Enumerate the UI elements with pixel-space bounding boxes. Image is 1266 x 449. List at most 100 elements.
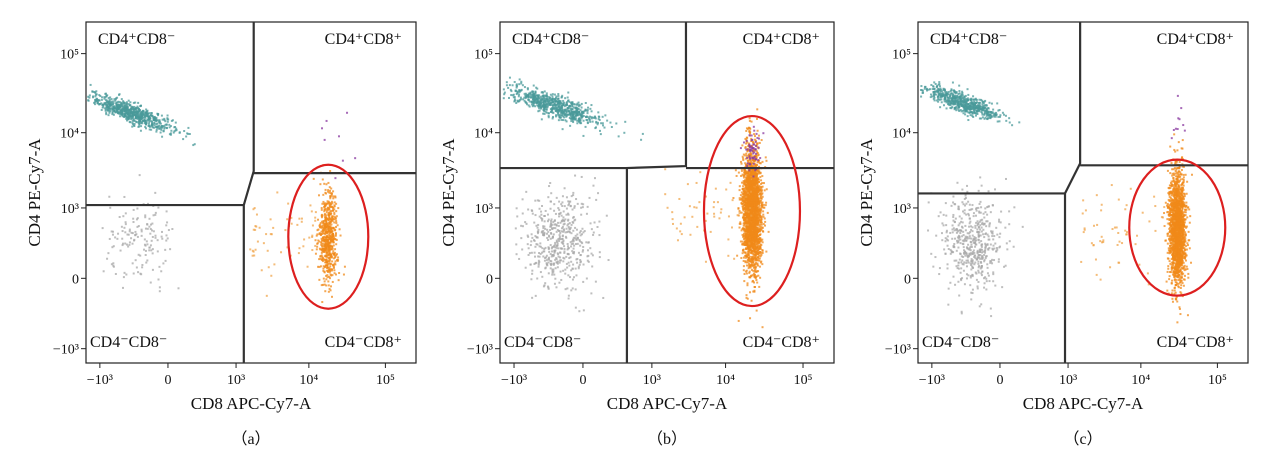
- data-point: [513, 80, 516, 83]
- data-point: [511, 84, 514, 87]
- data-point: [326, 200, 329, 203]
- data-point: [118, 215, 121, 218]
- data-point: [761, 205, 764, 208]
- data-point: [564, 268, 567, 271]
- data-point: [161, 118, 164, 121]
- data-point: [543, 225, 546, 228]
- data-point: [745, 204, 748, 207]
- data-point: [742, 209, 745, 212]
- data-point: [507, 86, 510, 89]
- data-point: [335, 253, 338, 256]
- data-point: [533, 221, 536, 224]
- data-point: [746, 230, 749, 233]
- data-point: [541, 95, 544, 98]
- data-point: [538, 94, 541, 97]
- data-point: [537, 230, 540, 233]
- data-points: [87, 83, 357, 304]
- data-point: [742, 187, 745, 190]
- data-point: [333, 272, 336, 275]
- data-point: [575, 198, 578, 201]
- data-point: [114, 111, 117, 114]
- data-point: [133, 105, 136, 108]
- data-point: [540, 118, 543, 121]
- data-point: [750, 155, 753, 158]
- data-point: [153, 126, 156, 129]
- data-point: [557, 247, 560, 250]
- data-point: [566, 245, 569, 248]
- data-point: [741, 173, 744, 176]
- data-point: [544, 94, 547, 97]
- data-point: [745, 269, 748, 272]
- data-point: [565, 120, 568, 123]
- data-point: [732, 197, 735, 200]
- data-point: [320, 254, 323, 257]
- data-point: [145, 240, 148, 243]
- data-point: [322, 237, 325, 240]
- data-point: [551, 117, 554, 120]
- data-point: [759, 255, 762, 258]
- data-point: [343, 265, 346, 268]
- data-point: [543, 90, 546, 93]
- data-point: [505, 81, 508, 84]
- data-point: [597, 111, 600, 114]
- data-point: [594, 280, 597, 283]
- data-point: [135, 106, 138, 109]
- data-point: [755, 278, 758, 281]
- data-point: [152, 214, 155, 217]
- data-point: [748, 238, 751, 241]
- data-point: [561, 225, 564, 228]
- data-point: [524, 92, 527, 95]
- data-point: [590, 117, 593, 120]
- data-point: [555, 261, 558, 264]
- data-point: [322, 244, 325, 247]
- data-point: [546, 228, 549, 231]
- data-point: [740, 229, 743, 232]
- data-point: [757, 259, 760, 262]
- data-point: [553, 99, 556, 102]
- data-point: [558, 261, 561, 264]
- data-point: [311, 234, 314, 237]
- data-point: [563, 250, 566, 253]
- data-point: [551, 97, 554, 100]
- data-point: [754, 135, 757, 138]
- data-point: [543, 232, 546, 235]
- data-point: [597, 192, 600, 195]
- data-point: [337, 279, 340, 282]
- data-point: [573, 113, 576, 116]
- data-point: [175, 127, 178, 130]
- data-point: [539, 99, 542, 102]
- data-point: [130, 118, 133, 121]
- data-point: [134, 259, 137, 262]
- data-point: [565, 236, 568, 239]
- data-point: [550, 232, 553, 235]
- data-point: [298, 217, 301, 220]
- data-point: [542, 227, 545, 230]
- data-point: [745, 217, 748, 220]
- data-point: [571, 287, 574, 290]
- data-point: [563, 187, 566, 190]
- data-point: [557, 93, 560, 96]
- data-point: [120, 113, 123, 116]
- data-point: [555, 115, 558, 118]
- data-point: [128, 243, 131, 246]
- data-point: [328, 223, 331, 226]
- data-point: [144, 120, 147, 123]
- data-point: [549, 103, 552, 106]
- data-point: [156, 250, 159, 253]
- data-point: [144, 125, 147, 128]
- data-point: [330, 218, 333, 221]
- data-point: [741, 144, 744, 147]
- data-point: [572, 121, 575, 124]
- data-point: [125, 273, 128, 276]
- data-point: [135, 109, 138, 112]
- data-point: [325, 238, 328, 241]
- data-point: [744, 207, 747, 210]
- data-point: [328, 229, 331, 232]
- data-point: [327, 181, 330, 184]
- data-point: [546, 98, 549, 101]
- data-point: [131, 125, 134, 128]
- data-point: [547, 230, 550, 233]
- data-point: [253, 207, 256, 210]
- data-point: [169, 133, 172, 136]
- data-point: [748, 179, 751, 182]
